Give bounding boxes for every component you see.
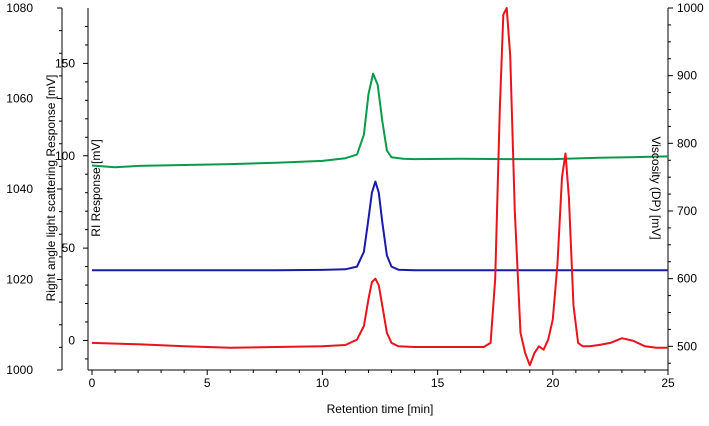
rals-tick-label: 1040	[6, 182, 33, 196]
x-tick-label: 25	[661, 376, 675, 390]
x-axis-label: Retention time [min]	[327, 402, 434, 416]
series-group	[91, 7, 669, 367]
rals-tick-label: 1020	[6, 273, 33, 287]
x-tick-label: 0	[89, 376, 96, 390]
x-tick-label: 20	[546, 376, 560, 390]
ri-tick-label: 100	[55, 149, 75, 163]
visc-series-line	[91, 7, 668, 367]
rals-tick-label: 1080	[6, 1, 33, 15]
visc-tick-label: 500	[677, 339, 697, 353]
visc-tick-label: 600	[677, 272, 697, 286]
rals-axis-label: Right angle light scattering Response [m…	[44, 75, 58, 302]
x-tick-label: 5	[204, 376, 211, 390]
visc-tick-label: 700	[677, 204, 697, 218]
rals-series-line	[91, 72, 669, 169]
visc-tick-label: 800	[677, 136, 697, 150]
x-tick-label: 15	[431, 376, 445, 390]
rals-tick-label: 1000	[6, 363, 33, 377]
visc-axis-label: Viscosity (DP) [mV]	[649, 136, 663, 239]
rals-tick-label: 1060	[6, 92, 33, 106]
visc-tick-label: 1000	[677, 1, 704, 15]
axes-group: 0 5 10 15 20 25 1000 1020 1040 1060 1080 0 50 100 150 5…	[6, 1, 704, 390]
ri-tick-label: 50	[62, 241, 76, 255]
ri-tick-label: 0	[68, 333, 75, 347]
x-tick-label: 10	[316, 376, 330, 390]
ri-series-line	[92, 180, 668, 272]
visc-tick-label: 900	[677, 69, 697, 83]
ri-axis-label: RI Response [mV]	[89, 139, 103, 236]
ri-tick-label: 150	[55, 56, 75, 70]
